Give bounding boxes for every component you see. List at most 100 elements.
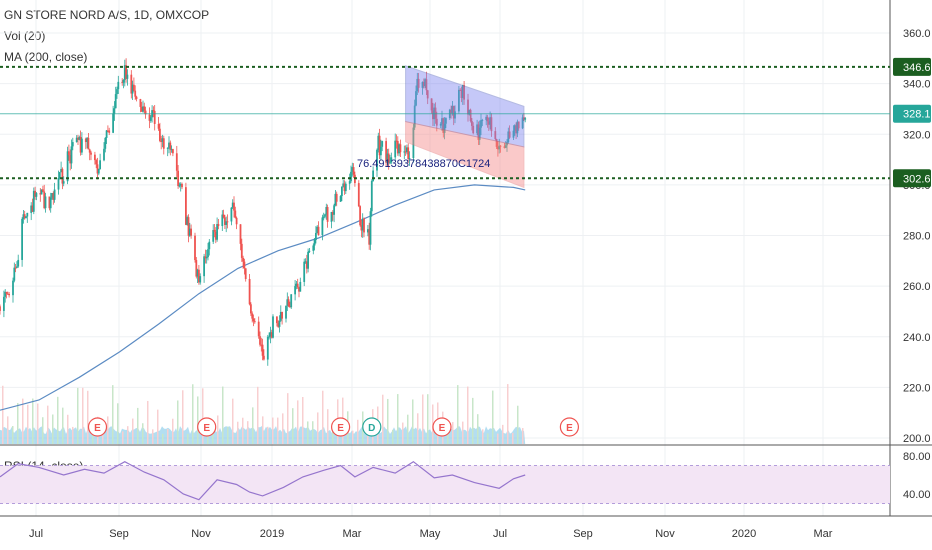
candle-body <box>351 167 354 172</box>
candle-body <box>432 110 434 120</box>
candle-body <box>450 109 452 114</box>
volume-bar <box>2 385 4 444</box>
candle-body <box>376 149 378 171</box>
candle-body <box>130 74 133 94</box>
volume-bar <box>252 407 254 444</box>
event-marker[interactable]: E <box>432 417 452 437</box>
candle-body <box>17 259 20 267</box>
candle-body <box>504 145 507 148</box>
volume-bar <box>502 424 504 444</box>
volume-bar <box>262 416 264 444</box>
candle-body <box>140 106 143 112</box>
event-marker[interactable]: E <box>331 417 351 437</box>
candle-body <box>424 79 426 87</box>
ma200-line <box>0 184 526 411</box>
candle-body <box>290 294 293 308</box>
volume-bar <box>417 413 419 444</box>
candle-body <box>485 116 488 120</box>
candle-body <box>117 81 120 90</box>
candle-body <box>260 344 263 346</box>
candle-body <box>330 211 333 222</box>
volume-bar <box>327 409 329 444</box>
candle-body <box>153 110 156 124</box>
candle-body <box>134 90 137 97</box>
candle-body <box>490 117 493 132</box>
candle-body <box>78 137 81 140</box>
volume-bar <box>82 387 84 444</box>
candle-body <box>331 211 334 215</box>
candle-body <box>160 140 163 142</box>
candle-body <box>208 241 211 250</box>
volume-bar <box>282 413 284 444</box>
candle-body <box>506 142 508 146</box>
earnings-marker-circle <box>559 417 580 437</box>
candle-body <box>126 74 129 79</box>
volume-bar <box>212 430 214 444</box>
volume-bar <box>482 429 484 444</box>
volume-bar <box>382 394 384 444</box>
candle-body <box>460 89 463 98</box>
candle-body <box>499 145 502 147</box>
candle-body <box>257 321 260 337</box>
price-tick-label: 260.0 <box>903 281 931 293</box>
candle-body <box>148 114 151 121</box>
candle-body <box>407 147 410 159</box>
candle-body <box>321 217 324 236</box>
candle-body <box>81 138 83 153</box>
event-marker[interactable]: E <box>87 417 108 437</box>
level-tag-label: 346.6 <box>903 62 931 74</box>
volume-bar <box>227 426 229 444</box>
candle-body <box>107 130 109 132</box>
event-marker-label: E <box>566 423 573 434</box>
volume-bar <box>197 396 199 444</box>
volume-bar <box>137 407 139 444</box>
time-tick-label: 2019 <box>260 528 284 540</box>
candle-body <box>348 181 351 184</box>
level-tag <box>893 57 931 76</box>
candle-body <box>169 142 172 150</box>
candle-body <box>523 117 525 120</box>
candle-body <box>188 228 191 236</box>
volume-bar <box>392 429 394 444</box>
candle-body <box>251 313 254 319</box>
candle-body <box>277 323 280 327</box>
candle-body <box>404 151 407 153</box>
candle-body <box>461 85 464 98</box>
candle-body <box>97 168 100 174</box>
candle-body <box>199 276 202 283</box>
candle-body <box>369 211 372 245</box>
time-tick-label: May <box>420 528 441 540</box>
candle-body <box>312 245 315 251</box>
candle-body <box>6 293 9 295</box>
volume-bar <box>287 393 289 444</box>
candle-body <box>389 162 391 164</box>
event-marker[interactable]: D <box>362 417 382 437</box>
volume-bar <box>402 422 404 444</box>
candle-body <box>187 217 190 236</box>
candle-body <box>40 189 43 195</box>
candle-body <box>225 221 228 225</box>
candle-body <box>276 316 278 324</box>
volume-bar <box>232 398 234 444</box>
volume-bar <box>472 397 474 444</box>
candle-body <box>261 344 264 356</box>
ma-legend[interactable]: MA (200, close) <box>4 50 88 64</box>
candle-body <box>259 336 261 345</box>
candle-body <box>413 105 416 128</box>
candle-body <box>296 283 299 288</box>
candle-body <box>94 154 96 161</box>
candle-body <box>168 142 170 148</box>
candle-body <box>361 218 364 231</box>
volume-bar <box>217 415 219 444</box>
event-marker[interactable]: E <box>559 417 580 437</box>
candle-body <box>313 240 316 246</box>
chart-title[interactable]: GN STORE NORD A/S, 1D, OMXCOP <box>4 8 210 22</box>
candle-body <box>14 267 17 269</box>
event-marker[interactable]: E <box>197 417 217 437</box>
candle-body <box>517 121 520 129</box>
earnings-marker-circle <box>331 417 351 437</box>
candle-body <box>459 89 462 91</box>
candle-body <box>79 137 82 153</box>
candle-body <box>498 145 501 150</box>
